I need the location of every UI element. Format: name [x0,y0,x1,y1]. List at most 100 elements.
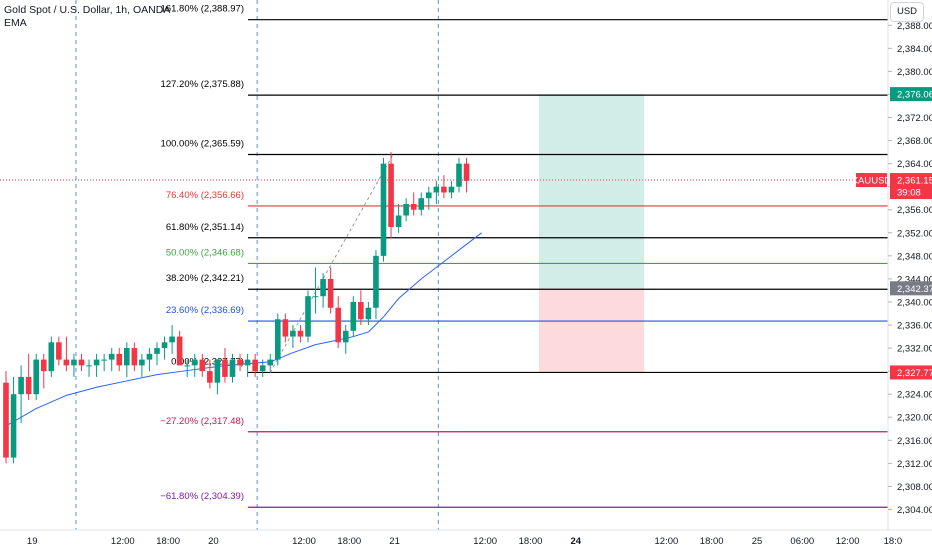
time-tick-label: 19 [27,536,38,547]
price-tick-label: 2,364.00 [897,159,932,170]
price-tick-label: 2,380.00 [897,67,932,78]
candle-body [33,359,39,395]
price-tick-label: 2,320.00 [897,413,932,424]
currency-button[interactable]: USD [890,2,924,22]
candle-body [433,186,440,193]
candle-body [18,376,24,395]
fib-level-label: 127.20% (2,375.88) [161,79,244,90]
candle-body [418,198,425,210]
last-price-countdown: 39:08 [897,188,921,199]
fibonacci-retracement[interactable]: 161.80% (2,388.97) 127.20% (2,375.88) 100.… [160,4,888,508]
candle-body [78,359,85,366]
time-tick-label: 18:00 [519,536,543,547]
candle-body [93,359,100,366]
candle-body [282,319,289,337]
symbol-title[interactable]: Gold Spot / U.S. Dollar, 1h, OANDA [4,4,171,16]
time-tick-label: 20 [208,536,219,547]
price-tag: 2,327.77 [897,368,932,379]
fib-level-label: 76.40% (2,356.66) [166,190,244,201]
time-tick-label: 21 [389,536,400,547]
position-target-zone [538,94,645,289]
long-position-tool[interactable] [538,94,645,373]
price-tick-label: 2,388.00 [897,21,932,32]
candle-body [48,342,55,372]
candle-body [71,359,77,366]
last-price-tag-bg [890,173,932,200]
fib-level-label: 161.80% (2,388.97) [161,4,244,15]
time-axis[interactable]: 19 12:00 18:00 20 12:00 18:00 21 12:00 18:00 24 12… [0,529,932,547]
candle-body [342,330,349,343]
fib-level-label: 0.00% (2,327.77) [171,356,244,367]
candle-body [191,359,198,366]
ema-polyline [5,232,482,427]
candle-body [335,307,341,343]
price-tick-label: 2,372.00 [897,113,932,124]
candle-body [199,359,206,372]
time-tick-label: 18:00 [700,536,724,547]
indicator-name[interactable]: EMA [4,17,27,29]
fib-level-label: −61.80% (2,304.39) [160,491,244,502]
candle-body [131,348,138,366]
candle-body [388,163,394,228]
price-tick-label: 2,312.00 [897,459,932,470]
candle-body [25,376,32,395]
position-stop-zone [538,288,645,373]
candlestick-series [3,152,470,464]
candle-body [56,342,62,360]
price-tick-label: 2,384.00 [897,44,932,55]
candle-body [222,359,228,377]
candle-body [456,163,462,187]
symbol-tag-bg [856,173,887,188]
symbol-tag: XAUUSD [852,176,892,187]
fib-level-label: 50.00% (2,346.68) [166,247,244,258]
candle-body [146,353,153,360]
price-tag: 2,342.37 [897,284,932,295]
time-tick-label: 18:00 [156,536,180,547]
price-tag-bg [890,365,932,380]
price-axis[interactable]: 2,388.002,384.002,380.002,376.002,372.00… [887,0,932,530]
last-price-line: XAUUSD [0,173,892,188]
price-tick-label: 2,336.00 [897,321,932,332]
candle-body [463,163,470,181]
candle-body [63,359,70,366]
time-tick-label: 18:0 [884,536,903,547]
candle-body [214,359,221,383]
candle-body [108,353,115,360]
candle-body [395,215,402,228]
candle-body [426,192,432,199]
candle-body [237,359,243,366]
candle-body [373,255,379,308]
candle-body [267,359,274,366]
time-tick-label: 12:00 [111,536,135,547]
candle-body [365,307,372,320]
candle-body [184,365,190,367]
price-tick-label: 2,344.00 [897,274,932,285]
time-tick-label: 12:00 [473,536,497,547]
candle-body [358,301,364,320]
candle-body [275,319,281,360]
candle-body [320,278,326,297]
time-tick-label: 12:00 [292,536,316,547]
candle-body [259,365,266,372]
price-tick-label: 2,324.00 [897,390,932,401]
time-tick-label: 18:00 [337,536,361,547]
time-tick-label: 25 [752,536,763,547]
candle-body [244,359,251,366]
candle-body [3,382,9,458]
candle-body [297,330,304,337]
candle-body [86,365,92,367]
fib-level-label: 23.60% (2,336.69) [166,305,244,316]
candle-body [305,296,311,337]
price-tag: 2,376.06 [897,90,932,101]
time-tick-label: 06:00 [790,536,814,547]
fib-level-label: 38.20% (2,342.21) [166,273,244,284]
candle-body [124,348,130,366]
candle-body [312,296,319,298]
fib-level-label: 61.80% (2,351.14) [166,222,244,233]
candle-body [161,342,168,349]
candle-body [207,371,213,383]
candle-body [327,278,334,308]
candle-body [252,359,258,372]
